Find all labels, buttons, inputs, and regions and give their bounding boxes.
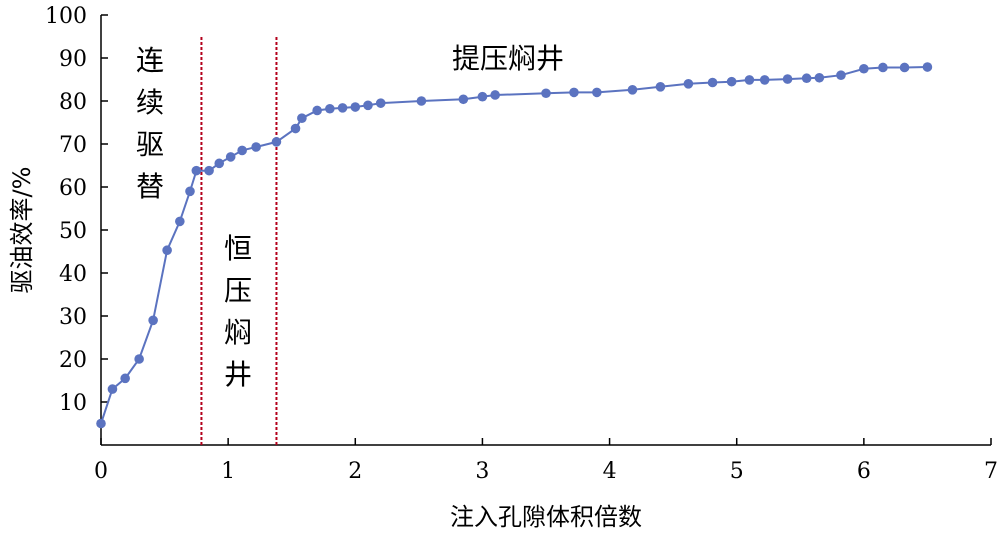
data-point <box>922 62 933 72</box>
data-point <box>290 123 301 134</box>
data-point <box>191 165 202 176</box>
data-point <box>477 91 488 102</box>
data-point <box>363 100 373 111</box>
data-point <box>204 165 214 176</box>
y-tick-label: 60 <box>59 176 87 201</box>
x-tick-label: 1 <box>221 459 235 484</box>
x-axis-title: 注入孔隙体积倍数 <box>450 503 642 531</box>
data-point <box>744 75 755 85</box>
data-point <box>416 96 427 106</box>
y-tick-label: 70 <box>59 133 87 158</box>
data-point <box>350 102 361 112</box>
data-point <box>225 152 236 162</box>
data-point <box>297 113 307 123</box>
x-tick-label: 7 <box>984 459 998 484</box>
y-tick-label: 40 <box>59 262 87 287</box>
data-point <box>759 75 770 85</box>
x-tick-label: 2 <box>348 459 362 484</box>
data-point <box>251 142 261 152</box>
data-point <box>337 103 348 113</box>
y-tick-label: 10 <box>59 391 87 416</box>
data-point <box>801 73 812 84</box>
data-point <box>312 105 322 116</box>
y-tick-label: 20 <box>59 348 87 373</box>
region-label-char: 恒 <box>224 232 252 265</box>
data-point <box>214 158 225 169</box>
data-point <box>325 103 335 114</box>
data-point <box>134 354 144 364</box>
data-point <box>237 145 247 156</box>
data-point <box>185 186 195 197</box>
x-tick-label: 6 <box>857 459 871 484</box>
data-point <box>878 62 888 73</box>
data-point <box>683 79 694 89</box>
y-tick-label: 30 <box>59 305 87 330</box>
y-tick-label: 50 <box>59 219 87 244</box>
series-group <box>96 62 933 429</box>
data-point <box>148 315 158 326</box>
x-tick-label: 5 <box>730 459 744 484</box>
data-point <box>707 77 718 88</box>
data-point <box>569 87 579 98</box>
data-point <box>655 82 666 92</box>
region-label-char: 续 <box>136 86 164 119</box>
data-point <box>458 94 469 105</box>
region-label: 提压焖井 <box>452 42 564 75</box>
y-axis-ticks: 10 20 30 40 50 60 70 80 90 100 <box>45 4 108 416</box>
data-point <box>592 87 602 98</box>
data-point <box>814 72 825 83</box>
data-point <box>627 85 638 95</box>
region-label-char: 连 <box>136 44 164 77</box>
data-point <box>541 88 551 99</box>
data-point <box>162 245 172 256</box>
data-point <box>782 74 793 84</box>
data-point <box>490 90 500 100</box>
region-label-char: 替 <box>136 170 164 203</box>
stage-dividers <box>200 37 278 445</box>
x-tick-label: 0 <box>94 459 108 484</box>
data-point <box>899 62 910 73</box>
data-point <box>271 137 282 147</box>
data-point <box>726 76 737 87</box>
region-label-char: 驱 <box>136 128 164 161</box>
region-label-char: 压 <box>224 274 252 307</box>
data-point <box>175 216 185 227</box>
data-point <box>96 418 106 429</box>
data-point <box>859 63 869 74</box>
region-label-char: 焖 <box>224 316 252 349</box>
data-point <box>120 373 130 384</box>
y-tick-label: 100 <box>45 4 87 29</box>
data-point <box>107 384 118 394</box>
y-axis-title: 驱油效率/% <box>8 167 36 294</box>
y-tick-label: 90 <box>59 47 87 72</box>
data-point <box>836 70 846 80</box>
y-tick-label: 80 <box>59 90 87 115</box>
x-tick-label: 4 <box>603 459 617 484</box>
x-axis-ticks: 0 1 2 3 4 5 6 7 <box>94 438 998 484</box>
x-tick-label: 3 <box>475 459 489 484</box>
data-point <box>375 98 386 108</box>
region-label-char: 井 <box>224 358 252 391</box>
